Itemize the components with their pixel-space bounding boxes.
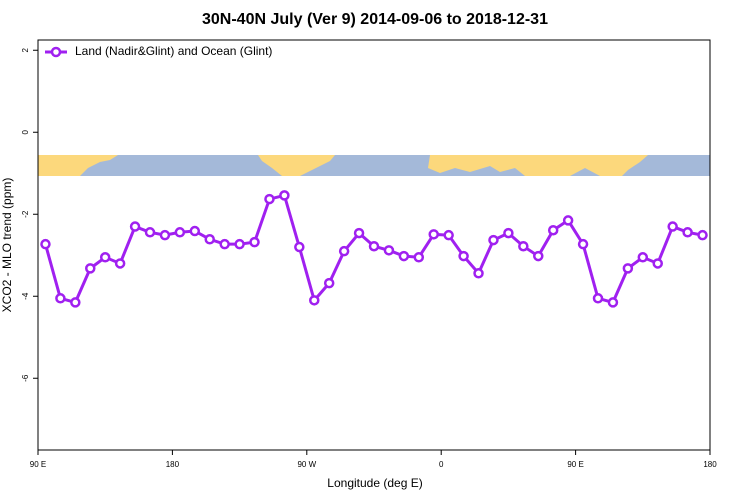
- point: [114, 258, 126, 269]
- point: [338, 245, 350, 257]
- map-strip: [38, 155, 710, 176]
- point: [323, 277, 335, 289]
- point: [518, 240, 529, 252]
- point: [637, 252, 649, 263]
- legend-marker: [50, 46, 62, 58]
- point: [607, 297, 619, 308]
- point: [294, 241, 305, 253]
- point: [189, 225, 201, 237]
- x-tick-label: 0: [439, 460, 444, 469]
- point: [592, 293, 604, 304]
- x-tick-label: 180: [703, 460, 717, 469]
- point: [144, 227, 156, 238]
- point: [279, 190, 290, 201]
- point: [264, 193, 275, 205]
- point: [55, 293, 66, 304]
- point: [622, 263, 634, 274]
- point: [70, 297, 81, 308]
- point: [249, 236, 260, 248]
- point: [577, 238, 589, 250]
- point: [428, 229, 439, 240]
- x-tick-label: 180: [166, 460, 180, 469]
- y-tick-label: 0: [21, 129, 30, 134]
- point: [40, 238, 51, 250]
- plot-frame: [37, 39, 711, 451]
- point: [398, 250, 410, 262]
- point: [234, 238, 245, 250]
- y-axis-label: XCO2 - MLO trend (ppm): [0, 178, 14, 313]
- point: [129, 221, 141, 232]
- point: [652, 258, 663, 269]
- point: [458, 250, 469, 262]
- x-tick-label: 90 E: [567, 460, 583, 469]
- point: [353, 227, 365, 239]
- point: [488, 234, 499, 246]
- point: [667, 221, 678, 232]
- point: [174, 227, 186, 238]
- chart-title: 30N-40N July (Ver 9) 2014-09-06 to 2018-…: [202, 11, 548, 28]
- point: [99, 252, 111, 263]
- legend-label: Land (Nadir&Glint) and Ocean (Glint): [75, 44, 272, 58]
- y-tick-label: 2: [21, 47, 30, 52]
- point: [309, 295, 320, 306]
- point: [443, 229, 454, 241]
- point: [204, 234, 215, 245]
- x-tick-label: 90 E: [30, 460, 46, 469]
- x-axis-label: Longitude (deg E): [327, 476, 422, 490]
- point: [368, 240, 380, 252]
- point: [682, 227, 693, 238]
- point: [697, 229, 708, 241]
- point: [85, 263, 96, 274]
- point: [533, 250, 544, 262]
- point: [562, 215, 574, 226]
- point: [473, 268, 484, 279]
- x-tick-label: 90 W: [297, 460, 316, 469]
- point: [159, 229, 171, 241]
- y-tick-label: -6: [21, 374, 30, 382]
- point: [547, 224, 559, 236]
- point: [219, 238, 230, 250]
- y-tick-label: -2: [21, 210, 30, 218]
- y-tick-label: -4: [21, 292, 30, 300]
- point: [383, 245, 395, 256]
- point: [503, 227, 514, 239]
- point: [413, 252, 425, 263]
